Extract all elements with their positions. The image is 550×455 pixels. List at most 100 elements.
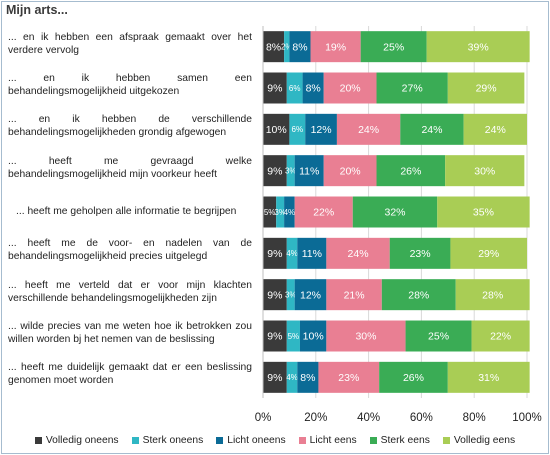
bar-segment xyxy=(336,113,401,145)
bar-segment xyxy=(263,155,287,187)
bar-segment xyxy=(400,113,464,145)
bar-segment xyxy=(284,31,290,63)
data-label: 3% xyxy=(274,208,286,217)
bar-segment xyxy=(405,320,472,352)
legend-label: Sterk oneens xyxy=(142,435,204,446)
bar-segment xyxy=(426,31,530,63)
bar-segment xyxy=(263,72,287,104)
data-label: 10% xyxy=(303,331,324,343)
data-label: 20% xyxy=(340,83,361,95)
legend-label: Licht eens xyxy=(309,435,357,446)
data-label: 21% xyxy=(344,289,365,301)
category-label: ... en ik hebben een afspraak gemaakt ov… xyxy=(8,31,252,56)
category-label: ... wilde precies van me weten hoe ik be… xyxy=(8,321,252,345)
bar-segment xyxy=(323,155,377,187)
data-label: 9% xyxy=(267,83,282,95)
bar-segment xyxy=(286,155,295,187)
bar-segment xyxy=(276,196,285,228)
data-label: 39% xyxy=(468,41,489,53)
bar-segment xyxy=(450,237,527,269)
data-label: 9% xyxy=(267,372,282,384)
data-label: 2% xyxy=(281,42,293,51)
bar-segment xyxy=(437,196,530,228)
data-label: 12% xyxy=(300,289,321,301)
bar-segment xyxy=(294,279,327,311)
data-label: 4% xyxy=(284,208,296,217)
x-tick-label: 40% xyxy=(357,412,380,424)
data-label: 20% xyxy=(340,165,361,177)
category-label: ... heeft me duidelijk gemaakt dat er ee… xyxy=(8,362,252,387)
category-label: ... en ik hebben samen een behandelingsm… xyxy=(8,73,252,97)
data-label: 8% xyxy=(306,83,321,95)
bar-segment xyxy=(376,155,446,187)
bar-segment xyxy=(302,72,324,104)
data-label: 4% xyxy=(286,249,298,258)
data-label: 24% xyxy=(421,124,442,136)
x-tick-label: 100% xyxy=(512,412,541,424)
bar-segment xyxy=(263,31,285,63)
bar-segment xyxy=(299,320,327,352)
data-label: 22% xyxy=(490,331,511,343)
data-label: 32% xyxy=(384,207,405,219)
bar-segment xyxy=(263,361,287,393)
bar-segment xyxy=(289,113,306,145)
data-label: 12% xyxy=(311,124,332,136)
data-label: 5% xyxy=(264,208,276,217)
bar-segment xyxy=(447,361,530,393)
data-label: 28% xyxy=(482,289,503,301)
bar-segment xyxy=(286,320,300,352)
data-label: 25% xyxy=(383,41,404,53)
bar-segment xyxy=(263,279,287,311)
data-label: 23% xyxy=(410,248,431,260)
legend-swatch xyxy=(369,437,377,444)
bar-segment xyxy=(379,361,448,393)
data-label: 3% xyxy=(285,290,297,299)
data-label: 19% xyxy=(325,41,346,53)
data-label: 9% xyxy=(267,289,282,301)
bar-segment xyxy=(310,31,361,63)
data-label: 24% xyxy=(358,124,379,136)
legend-swatch xyxy=(216,437,224,444)
category-label: ... heeft me geholpen alle informatie te… xyxy=(16,206,237,217)
bar-segment xyxy=(376,72,448,104)
bar-segment xyxy=(284,196,295,228)
bar-segment xyxy=(263,113,290,145)
legend-item: Licht oneens xyxy=(216,435,286,446)
legend-swatch xyxy=(131,437,139,444)
data-label: 11% xyxy=(302,248,322,260)
bar-segment xyxy=(323,72,377,104)
bar-segment xyxy=(326,279,382,311)
data-label: 35% xyxy=(473,207,494,219)
bar-segment xyxy=(455,279,530,311)
data-label: 31% xyxy=(478,372,499,384)
legend-item: Sterk oneens xyxy=(131,435,204,446)
data-label: 29% xyxy=(476,83,497,95)
bar-segment xyxy=(289,31,311,63)
legend-swatch xyxy=(298,437,306,444)
bar-segment xyxy=(318,361,380,393)
data-label: 6% xyxy=(289,84,301,93)
bar-segment xyxy=(286,361,298,393)
legend-label: Volledig oneens xyxy=(45,435,119,446)
data-label: 9% xyxy=(267,165,282,177)
bar-segment xyxy=(471,320,530,352)
bar-segment xyxy=(389,237,451,269)
bar-segment xyxy=(263,237,287,269)
data-label: 4% xyxy=(286,373,298,382)
legend-label: Licht oneens xyxy=(227,435,286,446)
data-label: 26% xyxy=(403,372,424,384)
bar-segment xyxy=(360,31,427,63)
bar-segment xyxy=(263,320,287,352)
legend-label: Volledig eens xyxy=(453,435,516,446)
bar-segment xyxy=(294,196,353,228)
legend-item: Volledig oneens xyxy=(34,435,119,446)
data-label: 22% xyxy=(313,207,334,219)
data-label: 9% xyxy=(267,331,282,343)
data-label: 27% xyxy=(402,83,423,95)
bar-segment xyxy=(294,155,324,187)
data-label: 25% xyxy=(428,331,449,343)
data-label: 11% xyxy=(299,165,319,177)
data-label: 9% xyxy=(267,248,282,260)
legend-item: Volledig eens xyxy=(442,435,516,446)
x-tick-label: 0% xyxy=(255,412,272,424)
